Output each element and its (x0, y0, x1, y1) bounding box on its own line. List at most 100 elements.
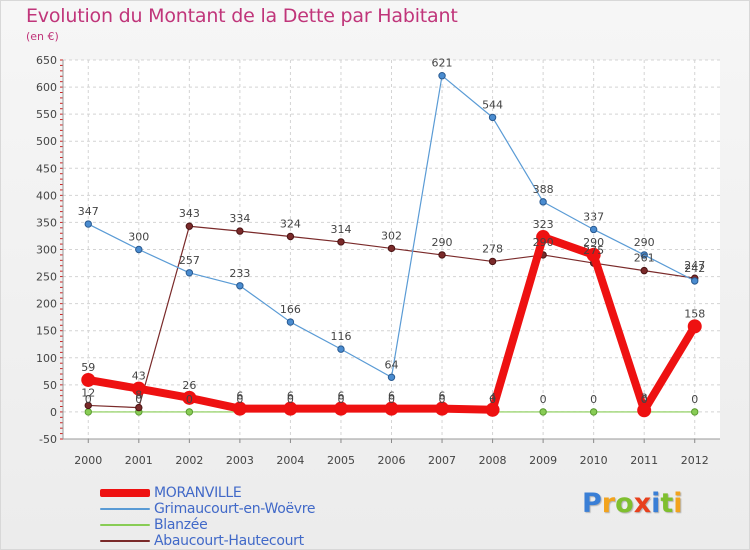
data-label: 166 (280, 303, 301, 316)
data-point (485, 402, 500, 417)
data-point (435, 401, 450, 416)
data-point (536, 230, 551, 245)
data-point (84, 220, 92, 228)
y-tick-label: 200 (36, 298, 57, 311)
data-point (387, 244, 396, 253)
data-label: 337 (583, 210, 604, 223)
data-label: 343 (179, 207, 200, 220)
data-label: 0 (590, 393, 597, 406)
data-label: 247 (684, 259, 705, 272)
data-label: 0 (641, 393, 648, 406)
data-label: 0 (439, 393, 446, 406)
legend-swatch (100, 524, 150, 526)
y-tick-label: 250 (36, 271, 57, 284)
data-label: 8 (135, 389, 142, 402)
data-point (589, 225, 598, 234)
data-label: 261 (634, 252, 655, 265)
data-point (131, 381, 146, 396)
data-label: 6 (388, 390, 395, 403)
data-label: 334 (229, 212, 250, 225)
data-label: 314 (330, 223, 351, 236)
x-tick-label: 2006 (378, 454, 406, 467)
data-point (539, 408, 547, 416)
data-label: 6 (337, 390, 344, 403)
data-label: 544 (482, 98, 503, 111)
logo-letter: P (582, 488, 602, 519)
y-tick-label: 0 (50, 406, 57, 419)
data-point (640, 251, 648, 259)
data-label: 0 (540, 393, 547, 406)
data-label: 0 (337, 393, 344, 406)
data-label: 290 (583, 236, 604, 249)
data-label: 59 (81, 361, 95, 374)
data-label: 64 (385, 358, 399, 371)
legend-label: Grimaucourt-en-Woëvre (154, 501, 316, 517)
data-label: 0 (489, 393, 496, 406)
data-label: 0 (236, 393, 243, 406)
legend-label: Blanzée (154, 517, 208, 533)
y-tick-label: 450 (36, 162, 57, 175)
y-tick-label: 650 (36, 54, 57, 67)
data-point (185, 408, 194, 416)
chart-title: Evolution du Montant de la Dette par Hab… (26, 5, 458, 27)
y-tick-label: 150 (36, 325, 57, 338)
logo-letter: t (660, 488, 674, 519)
x-tick-label: 2005 (327, 454, 355, 467)
logo-letter: x (633, 488, 652, 519)
data-label: 4 (489, 391, 496, 404)
data-label: 233 (229, 267, 250, 280)
data-point (286, 318, 295, 326)
data-label: 278 (482, 242, 503, 255)
data-point (488, 113, 497, 122)
y-tick-label: 100 (36, 352, 57, 365)
data-label: 6 (439, 390, 446, 403)
y-tick-label: 400 (36, 189, 57, 202)
x-tick-label: 2001 (125, 454, 153, 467)
data-point (586, 247, 601, 262)
data-label: 242 (684, 262, 705, 275)
x-tick-label: 2009 (529, 454, 557, 467)
legend-swatch (100, 489, 150, 497)
data-label: 26 (182, 379, 196, 392)
x-tick-label: 2004 (276, 454, 304, 467)
legend-label: Abaucourt-Hautecourt (154, 533, 304, 549)
y-tick-label: 600 (36, 81, 57, 94)
data-point (539, 198, 547, 206)
data-point (81, 372, 96, 387)
y-tick-label: 300 (36, 244, 57, 257)
data-point (333, 401, 348, 416)
data-label: 6 (287, 390, 294, 403)
data-label: 0 (287, 393, 294, 406)
data-label: 0 (388, 393, 395, 406)
data-point (438, 72, 446, 80)
x-tick-label: 2007 (428, 454, 456, 467)
chart-unit-label: (en €) (26, 30, 59, 43)
line-chart: -500501001502002503003504004505005506006… (36, 54, 720, 467)
data-point (387, 373, 396, 381)
y-tick-label: 550 (36, 108, 57, 121)
x-tick-label: 2002 (175, 454, 203, 467)
x-tick-label: 2003 (226, 454, 254, 467)
data-point (236, 282, 244, 290)
data-point (640, 266, 648, 275)
data-point (232, 401, 247, 416)
data-label: 324 (280, 218, 301, 231)
data-label: 0 (691, 393, 698, 406)
data-point (182, 390, 197, 405)
data-label: 275 (583, 244, 604, 257)
data-label: 0 (186, 393, 193, 406)
data-label: 257 (179, 254, 200, 267)
data-label: 300 (128, 231, 149, 244)
data-point (438, 251, 446, 259)
x-tick-label: 2010 (580, 454, 608, 467)
data-point (84, 401, 92, 410)
data-point (135, 403, 143, 412)
data-label: 290 (533, 236, 554, 249)
data-label: 0 (85, 393, 92, 406)
data-label: 290 (432, 236, 453, 249)
data-point (691, 277, 699, 285)
data-point (185, 222, 194, 230)
data-label: 323 (533, 218, 554, 231)
legend-swatch (100, 540, 150, 542)
data-point (691, 408, 699, 416)
